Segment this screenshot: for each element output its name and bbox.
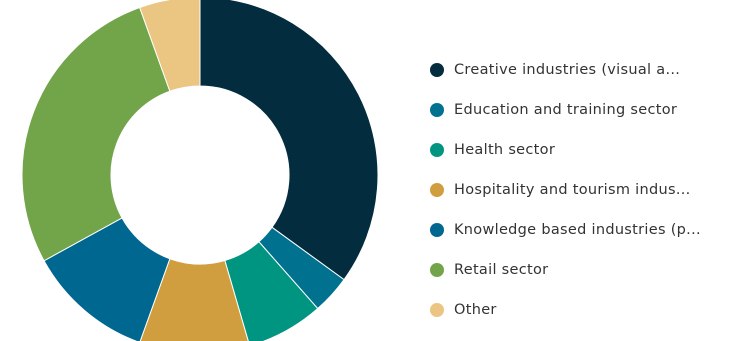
slice-other[interactable]: [139, 0, 201, 92]
donut-chart: [21, 0, 379, 341]
legend-item-retail-sector[interactable]: Retail sector: [430, 250, 735, 290]
legend-item-education-and-training-sector[interactable]: Education and training sector: [430, 90, 735, 130]
legend-label: Education and training sector: [454, 102, 678, 118]
legend-label: Hospitality and tourism indus...: [454, 182, 691, 198]
legend-swatch: [430, 183, 444, 197]
legend-swatch: [430, 103, 444, 117]
legend-swatch: [430, 143, 444, 157]
chart-legend: Creative industries (visual a... Educatio…: [430, 50, 735, 330]
legend-item-knowledge-based-industries-p[interactable]: Knowledge based industries (p...: [430, 210, 735, 250]
slice-creative-industries-visual-a[interactable]: [199, 0, 379, 281]
legend-swatch: [430, 303, 444, 317]
legend-swatch: [430, 263, 444, 277]
legend-swatch: [430, 63, 444, 77]
slice-hospitality-and-tourism-indus[interactable]: [139, 258, 250, 341]
legend-label: Creative industries (visual a...: [454, 62, 681, 78]
legend-item-other[interactable]: Other: [430, 290, 735, 330]
legend-label: Other: [454, 302, 497, 318]
legend-item-hospitality-and-tourism-indus[interactable]: Hospitality and tourism indus...: [430, 170, 735, 210]
legend-label: Retail sector: [454, 262, 549, 278]
legend-swatch: [430, 223, 444, 237]
legend-label: Knowledge based industries (p...: [454, 222, 701, 238]
legend-label: Health sector: [454, 142, 556, 158]
legend-item-health-sector[interactable]: Health sector: [430, 130, 735, 170]
slice-health-sector[interactable]: [224, 241, 319, 341]
legend-item-creative-industries-visual-a[interactable]: Creative industries (visual a...: [430, 50, 735, 90]
slice-retail-sector[interactable]: [21, 6, 171, 262]
